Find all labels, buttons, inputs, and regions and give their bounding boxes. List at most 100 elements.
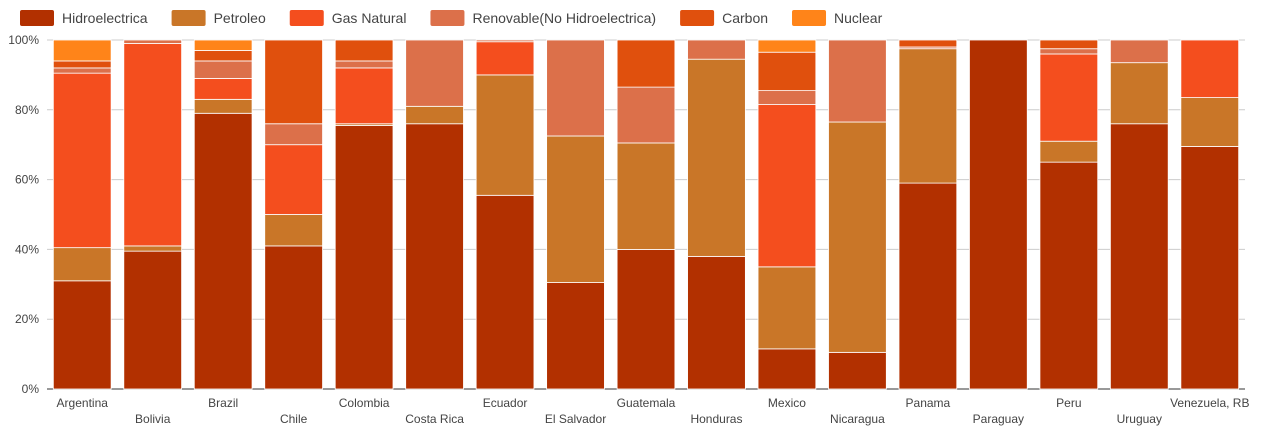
x-tick-label: Uruguay (1117, 412, 1162, 426)
bar-colombia-hidroelectrica (334, 125, 394, 390)
bar-bolivia-renovable-no-hidroelectrica (123, 39, 182, 44)
bar-honduras-hidroelectrica (687, 255, 746, 390)
bar-costa-rica-renovable-no-hidroelectrica (405, 39, 464, 107)
bar-peru-renovable-no-hidroelectrica (1039, 48, 1099, 55)
bar-peru-carbon (1039, 39, 1099, 50)
bar-mexico-nuclear (757, 39, 817, 53)
bar-costa-rica-petroleo (405, 105, 464, 125)
y-tick-label: 100% (8, 33, 39, 47)
bar-uruguay-petroleo (1110, 62, 1169, 125)
x-tick-label: El Salvador (545, 412, 606, 426)
bar-el-salvador-hidroelectrica (546, 282, 605, 390)
legend-swatch-petroleo (171, 10, 206, 26)
bar-guatemala-carbon (616, 39, 676, 88)
bar-brazil-nuclear (193, 39, 253, 51)
bar-argentina-nuclear (52, 39, 112, 62)
bar-brazil-petroleo (193, 98, 253, 114)
bar-guatemala-hidroelectrica (616, 248, 676, 390)
x-tick-label: Guatemala (617, 396, 676, 410)
bar-panama-petroleo (898, 48, 958, 184)
legend-label-gas-natural: Gas Natural (332, 10, 407, 26)
bar-brazil-hidroelectrica (193, 112, 253, 390)
bar-brazil-gas-natural (193, 77, 253, 100)
bars (52, 39, 1240, 390)
y-tick-label: 40% (15, 242, 39, 256)
bar-uruguay-hidroelectrica (1110, 123, 1169, 390)
bar-ecuador-petroleo (475, 74, 535, 196)
x-tick-label: Nicaragua (830, 412, 885, 426)
bar-guatemala-renovable-no-hidroelectrica (616, 86, 676, 144)
legend-label-hidroelectrica: Hidroelectrica (62, 10, 148, 26)
legend-label-petroleo: Petroleo (214, 10, 266, 26)
bar-brazil-carbon (193, 50, 253, 62)
bar-panama-carbon (898, 39, 958, 48)
bar-ecuador-renovable-no-hidroelectrica (475, 39, 535, 43)
bar-chile-gas-natural (264, 144, 323, 215)
bar-nicaragua-hidroelectrica (828, 351, 887, 390)
x-tick-label: Honduras (690, 412, 742, 426)
bar-chile-petroleo (264, 214, 323, 247)
bar-mexico-gas-natural (757, 104, 817, 268)
y-tick-label: 0% (22, 382, 40, 396)
bar-chile-renovable-no-hidroelectrica (264, 123, 323, 146)
y-tick-label: 60% (15, 173, 39, 187)
legend-swatch-nuclear (792, 10, 827, 26)
bar-chile-hidroelectrica (264, 245, 323, 390)
bar-argentina-carbon (52, 60, 112, 69)
bar-ecuador-hidroelectrica (475, 194, 535, 390)
x-tick-label: Costa Rica (405, 412, 464, 426)
bar-nicaragua-renovable-no-hidroelectrica (828, 39, 887, 123)
bar-el-salvador-petroleo (546, 135, 605, 283)
bar-colombia-carbon (334, 39, 394, 62)
legend-swatch-hidroelectrica (20, 10, 54, 26)
legend-swatch-renovable-no-hidroelectrica (430, 10, 465, 26)
y-axis-ticks: 0% 20% 40% 60% 80% 100% (8, 33, 39, 396)
x-tick-label: Chile (280, 412, 308, 426)
bar-mexico-petroleo (757, 266, 817, 350)
bar-brazil-renovable-no-hidroelectrica (193, 60, 253, 79)
bar-paraguay-hidroelectrica (969, 39, 1028, 390)
legend-swatch-carbon (680, 10, 715, 26)
bar-argentina-gas-natural (52, 72, 112, 249)
legend-label-nuclear: Nuclear (834, 10, 883, 26)
bar-bolivia-gas-natural (123, 43, 182, 247)
legend-label-renovable-no-hidroelectrica: Renovable(No Hidroelectrica) (472, 10, 656, 26)
bar-mexico-renovable-no-hidroelectrica (757, 90, 817, 105)
bar-ecuador-gas-natural (475, 41, 535, 76)
bar-venezuela-rb-petroleo (1180, 97, 1240, 147)
bar-el-salvador-renovable-no-hidroelectrica (546, 39, 605, 137)
x-axis-ticks: Argentina Bolivia Brazil Chile Colombia Costa… (57, 396, 1250, 426)
bar-chile-carbon (264, 39, 323, 125)
x-tick-label: Paraguay (973, 412, 1024, 426)
x-tick-label: Panama (906, 396, 951, 410)
bar-honduras-petroleo (687, 58, 746, 257)
y-tick-label: 80% (15, 103, 39, 117)
bar-honduras-renovable-no-hidroelectrica (687, 39, 746, 60)
bar-venezuela-rb-gas-natural (1180, 39, 1240, 98)
bar-venezuela-rb-hidroelectrica (1180, 146, 1240, 390)
bar-costa-rica-hidroelectrica (405, 123, 464, 390)
bar-peru-gas-natural (1039, 53, 1099, 142)
bar-peru-hidroelectrica (1039, 161, 1099, 390)
bar-argentina-renovable-no-hidroelectrica (52, 67, 112, 74)
x-tick-label: Brazil (208, 396, 238, 410)
x-tick-label: Bolivia (135, 412, 171, 426)
x-tick-label: Argentina (57, 396, 109, 410)
bar-argentina-petroleo (52, 247, 112, 282)
bar-colombia-gas-natural (334, 67, 394, 125)
bar-colombia-renovable-no-hidroelectrica (334, 60, 394, 69)
legend: Hidroelectrica Petroleo Gas Natural Renovab… (20, 10, 883, 26)
bar-nicaragua-petroleo (828, 121, 887, 353)
bar-mexico-carbon (757, 51, 817, 92)
x-tick-label: Peru (1056, 396, 1081, 410)
bar-mexico-hidroelectrica (757, 348, 817, 390)
bar-bolivia-petroleo (123, 245, 182, 252)
bar-guatemala-petroleo (616, 142, 676, 250)
x-tick-label: Mexico (768, 396, 806, 410)
x-tick-label: Venezuela, RB (1170, 396, 1249, 410)
legend-swatch-gas-natural (289, 10, 324, 26)
x-tick-label: Colombia (339, 396, 390, 410)
y-tick-label: 20% (15, 312, 39, 326)
